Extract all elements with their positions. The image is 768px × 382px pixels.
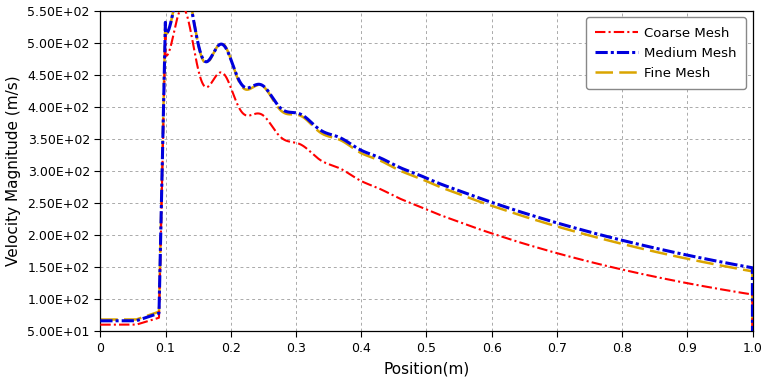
Coarse Mesh	[487, 231, 496, 236]
Fine Mesh	[96, 317, 105, 322]
Coarse Mesh	[96, 322, 105, 327]
Medium Mesh	[487, 200, 496, 205]
X-axis label: Position(m): Position(m)	[383, 361, 469, 376]
Fine Mesh	[487, 204, 496, 208]
Fine Mesh	[582, 233, 591, 237]
Fine Mesh	[632, 245, 641, 250]
Medium Mesh	[520, 211, 529, 215]
Medium Mesh	[582, 229, 591, 233]
Medium Mesh	[748, 361, 757, 366]
Coarse Mesh	[178, 5, 187, 10]
Coarse Mesh	[582, 259, 591, 264]
Coarse Mesh	[520, 241, 529, 246]
Fine Mesh	[748, 361, 757, 366]
Medium Mesh	[345, 141, 354, 146]
Line: Coarse Mesh: Coarse Mesh	[101, 8, 753, 363]
Y-axis label: Velocity Magnitude (m/s): Velocity Magnitude (m/s)	[5, 76, 21, 266]
Fine Mesh	[345, 143, 354, 148]
Medium Mesh	[96, 319, 105, 323]
Coarse Mesh	[214, 71, 223, 75]
Medium Mesh	[632, 241, 641, 246]
Coarse Mesh	[748, 361, 757, 366]
Fine Mesh	[214, 42, 223, 47]
Line: Fine Mesh: Fine Mesh	[101, 0, 753, 363]
Coarse Mesh	[632, 270, 641, 275]
Coarse Mesh	[345, 172, 354, 176]
Legend: Coarse Mesh, Medium Mesh, Fine Mesh: Coarse Mesh, Medium Mesh, Fine Mesh	[586, 17, 746, 89]
Fine Mesh	[520, 214, 529, 219]
Medium Mesh	[214, 43, 223, 47]
Line: Medium Mesh: Medium Mesh	[101, 0, 753, 363]
